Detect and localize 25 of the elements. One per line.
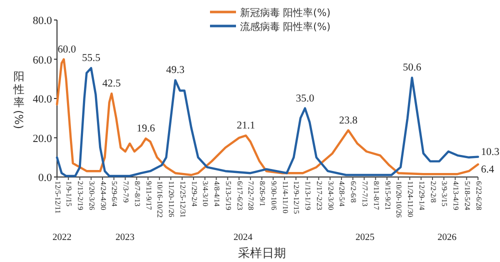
text: 2022	[52, 233, 72, 243]
data-label: 35.0	[296, 93, 314, 104]
data-label: 23.8	[339, 115, 358, 126]
data-label: 42.5	[102, 78, 121, 90]
y-tick-label: 0.0	[38, 172, 52, 184]
text: 2025	[356, 233, 375, 243]
y-tick-label: 80.0	[32, 15, 52, 27]
y-axis-title: 阳性率(%)	[12, 70, 25, 130]
text: 2026	[438, 233, 457, 243]
legend-label: 流感病毒 阳性率(%)	[240, 21, 331, 33]
data-label: 55.5	[82, 53, 100, 64]
data-label: 60.0	[58, 44, 76, 56]
y-tick-label: 20.0	[32, 132, 52, 145]
data-label: 49.3	[166, 65, 185, 76]
legend-label: 新冠病毒 阳性率(%)	[240, 7, 331, 19]
data-label: 21.1	[236, 120, 256, 132]
text: 2023	[116, 233, 135, 243]
data-label: 6.4	[481, 164, 495, 176]
text: 2024	[234, 233, 253, 243]
data-label: 10.3	[481, 146, 500, 158]
x-axis-title: 采样日期	[238, 246, 286, 260]
data-label: 50.6	[402, 62, 422, 74]
y-tick-label: 40.0	[32, 94, 52, 106]
y-tick-label: 60.0	[32, 54, 52, 66]
data-label: 19.6	[136, 124, 155, 135]
